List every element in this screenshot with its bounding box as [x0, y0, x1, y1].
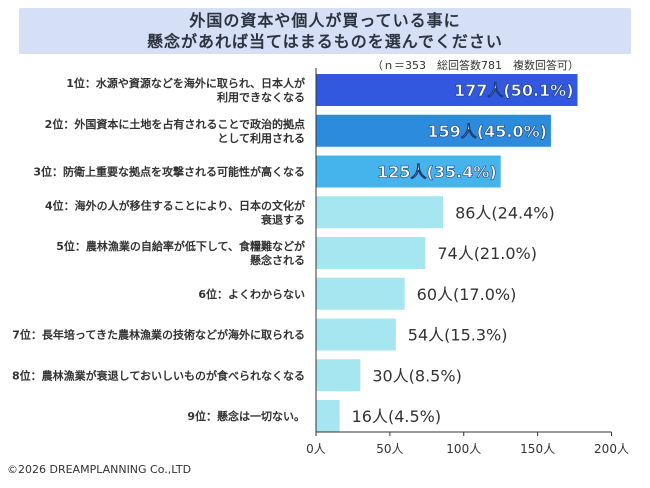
copyright-text: ©2026 DREAMPLANNING Co.,LTD [7, 463, 192, 476]
category-label: 衰退する [260, 212, 305, 226]
sample-size-note: （ｎ＝353 総回答数781 複数回答可） [372, 59, 579, 72]
category-label: 3位：防衛上重要な拠点を攻撃される可能性が高くなる [33, 165, 305, 179]
x-tick-label: 50人 [376, 442, 403, 456]
bar [316, 237, 426, 269]
x-tick-label: 150人 [520, 442, 555, 456]
data-label: 54人(15.3%) [408, 326, 508, 345]
category-label: として利用される [217, 131, 305, 145]
category-label: 利用できなくなる [217, 90, 305, 104]
category-label: 5位：農林漁業の自給率が低下して、食糧難などが [56, 239, 305, 253]
x-tick-label: 100人 [446, 442, 481, 456]
chart-title-banner: 外国の資本や個人が買っている事に 懸念があれば当てはまるものを選んでください [19, 8, 631, 54]
x-tick-label: 0人 [306, 442, 326, 456]
chart-title-line1: 外国の資本や個人が買っている事に [189, 11, 461, 30]
bar [316, 155, 501, 188]
category-label: 1位：水源や資源などを海外に取られ、日本人が [66, 76, 305, 90]
x-tick-label: 200人 [594, 442, 629, 456]
chart-title-line2: 懸念があれば当てはまるものを選んでください [147, 32, 503, 51]
bar [316, 74, 578, 106]
data-label: 177人(50.1%) [454, 81, 574, 100]
data-label: 74人(21.0%) [437, 244, 537, 263]
category-label: 2位：外国資本に土地を占有されることで政治的拠点 [45, 117, 305, 131]
bar [316, 400, 340, 432]
data-label: 159人(45.0%) [427, 122, 547, 141]
category-label: 9位：懸念は一切ない。 [187, 409, 305, 423]
bar [316, 359, 361, 392]
bar [316, 318, 396, 351]
category-label: 7位：長年培ってきた農林漁業の技術などが海外に取られる [12, 328, 305, 342]
data-label: 60人(17.0%) [417, 285, 517, 304]
category-label: 8位：農林漁業が衰退しておいしいものが食べられなくなる [12, 368, 305, 382]
category-label: 4位：海外の人が移住することにより、日本の文化が [45, 198, 305, 212]
bar [316, 114, 551, 147]
data-label: 16人(4.5%) [352, 407, 442, 426]
category-label: 6位：よくわからない [198, 287, 305, 301]
bar [316, 277, 405, 310]
data-label: 125人(35.4%) [377, 163, 497, 182]
data-label: 86人(24.4%) [455, 203, 555, 222]
category-label: 懸念される [250, 253, 305, 267]
bar [316, 196, 444, 229]
data-label: 30人(8.5%) [372, 366, 462, 385]
